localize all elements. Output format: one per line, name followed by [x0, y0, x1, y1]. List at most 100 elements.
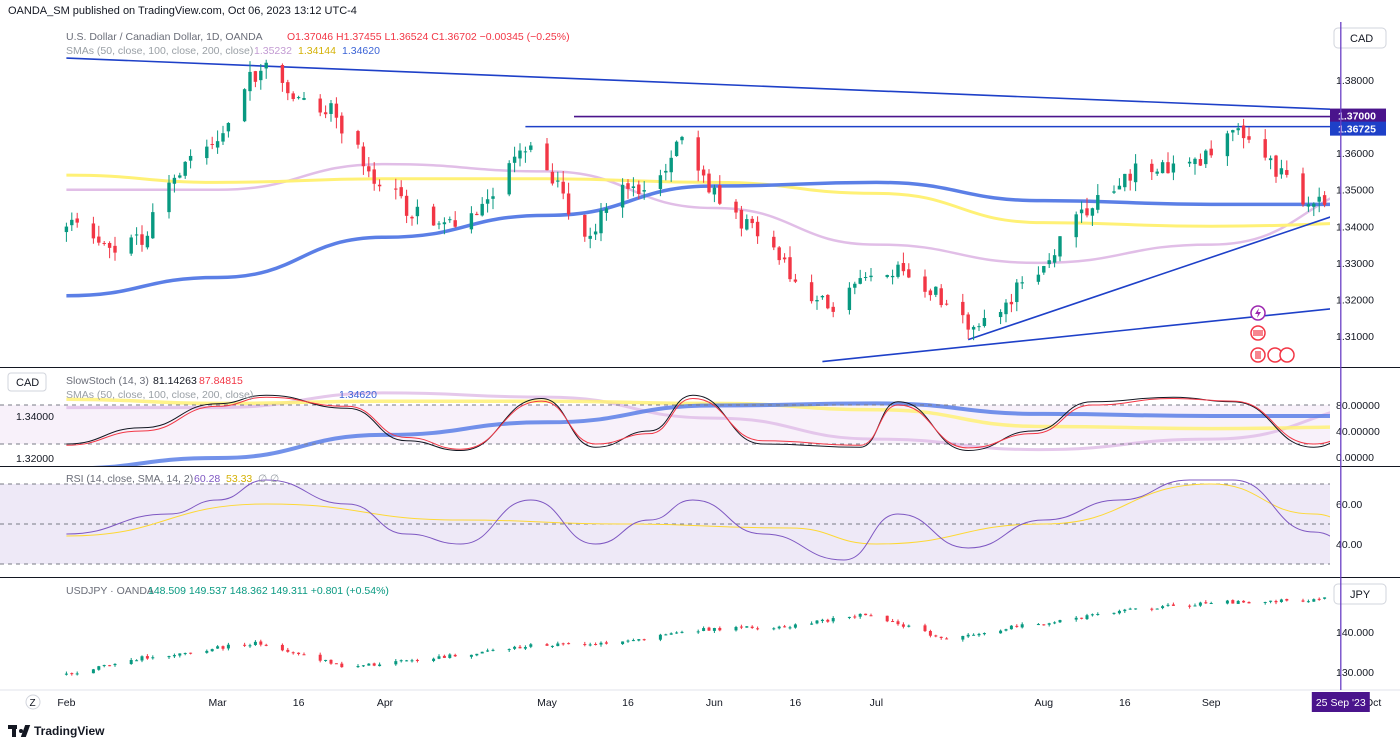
usdjpy-candle [934, 634, 938, 638]
price-pane[interactable]: 1.38000 1.37000 1.36000 1.35000 1.34000 1.330… [64, 27, 1400, 363]
price-candle [242, 88, 247, 123]
currency-button-jpy[interactable]: JPY [1333, 583, 1387, 605]
usdjpy-candle-body [70, 673, 74, 675]
price-tag-box [1330, 108, 1386, 123]
price-candle [556, 171, 560, 188]
stoch-pane[interactable]: 80.00000 40.00000 0.00000 1.34000 1.32000 S… [0, 372, 1400, 469]
price-candle [923, 269, 927, 298]
price-candle [707, 169, 711, 194]
price-candle-body [637, 184, 641, 194]
usdjpy-candle [820, 618, 824, 624]
price-candle [226, 122, 231, 138]
usdjpy-candle [599, 641, 603, 647]
price-candle [183, 161, 187, 179]
price-candle [1204, 149, 1208, 168]
usdjpy-candle [486, 648, 490, 652]
usdjpy-candle [1263, 601, 1267, 605]
rsi-extra-value-1: ∅ [258, 473, 267, 485]
price-candle [1355, 164, 1358, 183]
usdjpy-candle-body [777, 626, 781, 629]
price-candle-body [97, 236, 101, 243]
usdjpy-candle-body [626, 640, 630, 642]
usdjpy-candle-body [588, 644, 592, 646]
price-candle-body [1160, 162, 1165, 174]
price-candle-body [291, 93, 295, 99]
usdjpy-candle-body [858, 613, 862, 617]
trendline-2[interactable] [967, 186, 1400, 341]
price-candle [971, 325, 976, 341]
price-candle-body [437, 223, 441, 225]
usdjpy-candle [102, 664, 106, 668]
currency-button-cad[interactable]: CAD [1333, 27, 1387, 49]
usdjpy-candle-body [1047, 623, 1051, 625]
price-candle [788, 246, 792, 282]
price-candle [361, 142, 366, 175]
tradingview-logo[interactable]: TradingView [8, 723, 104, 739]
price-sma-line-1 [66, 162, 1330, 265]
usdjpy-candle [545, 642, 549, 646]
usdjpy-candle-body [183, 653, 187, 655]
price-candle [151, 203, 155, 239]
usdjpy-candle [1236, 600, 1240, 605]
usdjpy-candle-body [820, 619, 824, 622]
price-candle [907, 263, 911, 279]
price-candle-body [1117, 185, 1122, 190]
us-flag-icon-3[interactable] [1279, 347, 1295, 363]
usdjpy-candle [1058, 619, 1062, 623]
price-candle [809, 274, 814, 304]
price-candle-body [134, 234, 139, 236]
time-axis[interactable]: FebMar16AprMay16Jun16JulAug16SepOct17 Z … [0, 689, 1400, 710]
usdjpy-candle [1171, 602, 1175, 606]
price-candle-body [755, 221, 760, 237]
price-candle [658, 169, 663, 197]
usdjpy-candle [297, 652, 301, 656]
time-tick-label: Mar [209, 697, 228, 709]
price-candle [890, 269, 895, 285]
price-candle-body [885, 275, 889, 277]
trendline-3[interactable] [822, 299, 1400, 363]
price-candle-body [210, 143, 214, 145]
stoch-overlay-value: 1.34620 [339, 389, 377, 401]
usdjpy-candle [361, 665, 365, 667]
price-tick-label: 1.33000 [1336, 258, 1374, 270]
usdjpy-axis: 140.000 130.000 [1336, 627, 1374, 679]
price-candle [215, 130, 220, 154]
usdjpy-pane[interactable]: 140.000 130.000 USDJPY · OANDA 148.509 14… [64, 583, 1400, 679]
price-sma-line-2 [66, 173, 1330, 228]
price-candle [221, 125, 225, 145]
rsi-pane[interactable]: 60.00 40.00 RSI (14, close, SMA, 14, 2) 6… [0, 473, 1400, 565]
price-candle [64, 222, 69, 242]
price-candle-body [815, 299, 819, 302]
price-candle-body [188, 155, 193, 161]
price-candle [1123, 173, 1127, 192]
price-candle [831, 302, 835, 318]
price-candle-body [707, 173, 711, 193]
chart-area[interactable]: 1.38000 1.37000 1.36000 1.35000 1.34000 1.330… [0, 22, 1400, 718]
usdjpy-candle-body [1085, 615, 1089, 620]
usdjpy-candle [183, 652, 187, 656]
price-candle-body [907, 269, 911, 278]
event-icons[interactable] [1250, 305, 1295, 363]
price-candle [210, 136, 214, 150]
usdjpy-candle-body [907, 625, 911, 627]
currency-box-cad-left[interactable]: CAD [7, 372, 47, 392]
rsi-line [66, 479, 1330, 561]
zoom-z-button[interactable]: Z [25, 694, 41, 710]
price-candle [982, 309, 987, 328]
price-candle [1279, 159, 1284, 179]
usdjpy-candle [977, 632, 981, 637]
trendline-1[interactable] [66, 57, 1400, 113]
price-candle-body [977, 326, 981, 328]
usdjpy-candle [750, 625, 754, 629]
price-candle [583, 214, 587, 242]
usdjpy-candle [864, 613, 868, 616]
usdjpy-candle-body [1150, 608, 1154, 610]
usdjpy-candle [664, 633, 668, 636]
usdjpy-candle-body [253, 641, 257, 645]
price-candle-body [820, 295, 825, 298]
usdjpy-candle-body [1053, 622, 1057, 624]
price-candle-body [642, 190, 646, 192]
price-candle [1274, 154, 1278, 183]
price-candle-body [1128, 173, 1132, 181]
usdjpy-candle [1388, 592, 1391, 594]
